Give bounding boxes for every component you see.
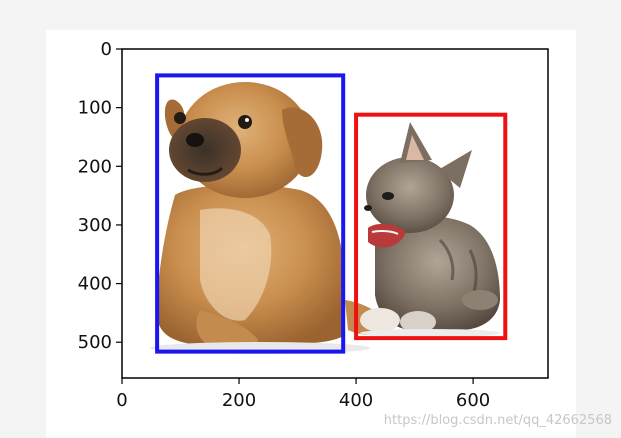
watermark-text: https://blog.csdn.net/qq_42662568 [384,413,612,428]
bounding-box-1 [155,73,346,354]
axes-frame [121,48,549,379]
y-tick-label: 200 [78,156,112,177]
x-tick-label: 200 [222,390,256,411]
x-tick-label: 400 [339,390,373,411]
cat-image [360,122,500,337]
y-tick-label: 300 [78,215,112,236]
x-tick-label: 0 [116,390,127,411]
bounding-box-2 [354,112,508,341]
y-tick-label: 0 [101,39,112,60]
y-tick-label: 400 [78,274,112,295]
y-tick-label: 100 [78,98,112,119]
dog-image [150,82,392,354]
photo-image [122,49,548,378]
y-tick-label: 500 [78,332,112,353]
x-tick-label: 600 [456,390,490,411]
